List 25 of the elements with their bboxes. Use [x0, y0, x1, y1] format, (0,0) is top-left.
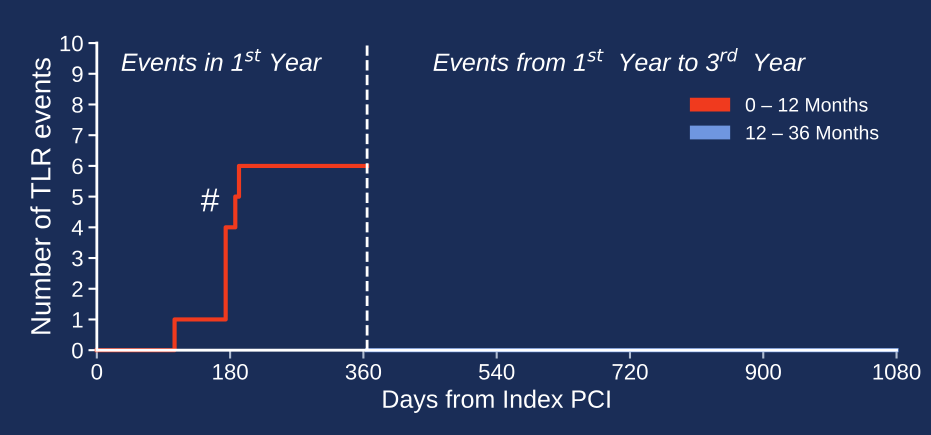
x-tick-label: 180	[213, 364, 248, 380]
legend-label: 0 – 12 Months	[746, 97, 868, 112]
annotation: #	[200, 188, 220, 212]
legend-label: 12 – 36 Months	[746, 125, 878, 140]
y-axis-title: Number of TLR events	[30, 58, 51, 334]
y-tick-label: 9	[72, 66, 83, 82]
annotation: Events from 1$^{st}$ Year to 3$^{rd}$ Year	[433, 48, 806, 72]
x-tick-label: 360	[346, 364, 382, 380]
x-tick-label: 900	[746, 364, 781, 380]
y-tick-label: 5	[72, 189, 83, 205]
y-tick-label: 2	[72, 281, 83, 297]
y-tick-label: 1	[72, 312, 83, 328]
annotation: Events in 1$^{st}$ Year	[122, 49, 322, 72]
y-tick-label: 7	[72, 128, 83, 144]
x-tick-label: 540	[479, 364, 514, 380]
y-tick-label: 0	[72, 342, 83, 358]
y-tick-label: 8	[72, 97, 83, 113]
y-tick-label: 3	[72, 250, 83, 266]
y-tick-label: 6	[72, 158, 83, 174]
x-tick-label: 720	[612, 364, 648, 380]
y-tick-label: 4	[72, 220, 83, 236]
x-axis-title: Days from Index PCI	[383, 390, 610, 413]
y-tick-label: 10	[60, 36, 83, 52]
x-tick-label: 0	[92, 364, 102, 380]
x-tick-label: 1080	[874, 364, 920, 380]
